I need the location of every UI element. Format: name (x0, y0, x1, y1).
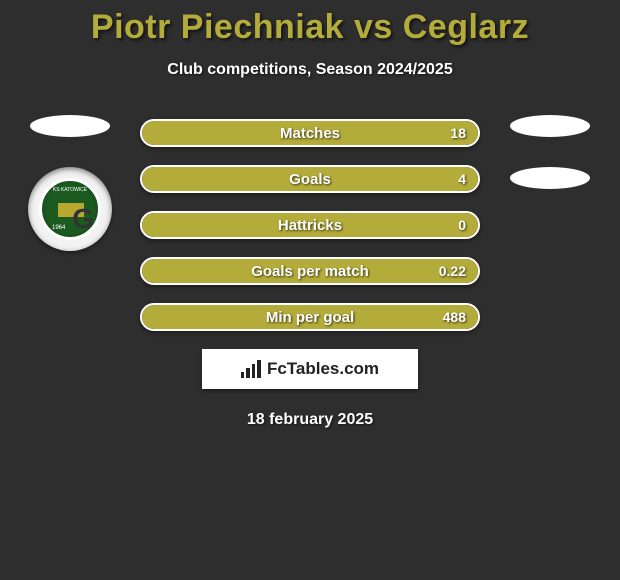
bar-chart-icon (241, 360, 261, 378)
branding-box: FcTables.com (202, 349, 418, 389)
date-text: 18 february 2025 (0, 411, 620, 429)
club-badge-left: KS KATOWICE 1964 G (28, 167, 112, 251)
stat-bar: Hattricks0 (140, 211, 480, 239)
club-year: 1964 (52, 225, 65, 231)
club-top-text: KS KATOWICE (42, 187, 98, 193)
page-title: Piotr Piechniak vs Ceglarz (0, 0, 620, 47)
stat-bar: Goals per match0.22 (140, 257, 480, 285)
stat-bar-label: Hattricks (142, 213, 478, 237)
comparison-content: KS KATOWICE 1964 G Matches18 Goals4 Hattri… (0, 119, 620, 331)
stat-bar: Goals4 (140, 165, 480, 193)
stat-bar: Matches18 (140, 119, 480, 147)
player-photo-placeholder-right (510, 115, 590, 137)
stat-bar-value: 4 (458, 167, 466, 191)
stat-bar-label: Goals per match (142, 259, 478, 283)
stat-bar-value: 18 (450, 121, 466, 145)
stat-bar: Min per goal488 (140, 303, 480, 331)
stat-bars: Matches18 Goals4 Hattricks0 Goals per match… (140, 119, 480, 331)
stat-bar-label: Goals (142, 167, 478, 191)
stat-bar-label: Min per goal (142, 305, 478, 329)
left-player-column: KS KATOWICE 1964 G (20, 115, 120, 251)
club-crest-gks-icon: KS KATOWICE 1964 G (39, 178, 101, 240)
subtitle: Club competitions, Season 2024/2025 (0, 61, 620, 79)
right-player-column (500, 115, 600, 189)
club-letter-g: G (72, 203, 94, 235)
branding-text: FcTables.com (267, 359, 379, 379)
player-photo-placeholder-left (30, 115, 110, 137)
stat-bar-value: 488 (443, 305, 466, 329)
stat-bar-label: Matches (142, 121, 478, 145)
club-badge-placeholder-right (510, 167, 590, 189)
stat-bar-value: 0.22 (439, 259, 466, 283)
stat-bar-value: 0 (458, 213, 466, 237)
